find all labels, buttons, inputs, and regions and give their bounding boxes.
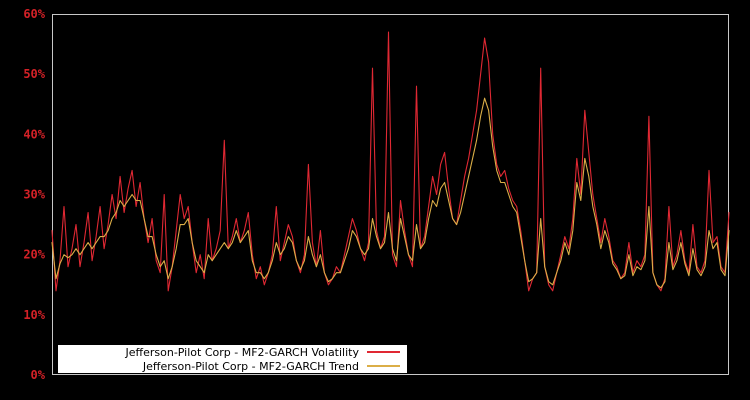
legend-label-volatility: Jefferson-Pilot Corp - MF2-GARCH Volatil… xyxy=(125,345,360,359)
legend-row-trend: Jefferson-Pilot Corp - MF2-GARCH Trend xyxy=(58,359,400,373)
trend-line xyxy=(51,97,730,289)
volatility-line xyxy=(51,31,730,292)
legend-line-trend-icon xyxy=(367,365,400,367)
plot-border xyxy=(52,14,729,375)
y-tick-label: 30% xyxy=(23,188,45,202)
y-tick-label: 0% xyxy=(31,368,46,382)
y-tick-label: 20% xyxy=(23,248,45,262)
y-tick-label: 50% xyxy=(23,67,45,81)
y-tick-label: 40% xyxy=(23,127,45,141)
y-axis-labels: 0% 10% 20% 30% 40% 50% 60% xyxy=(23,7,45,382)
y-tick-label: 60% xyxy=(23,7,45,21)
legend-label-trend: Jefferson-Pilot Corp - MF2-GARCH Trend xyxy=(142,359,359,373)
legend: Jefferson-Pilot Corp - MF2-GARCH Volatil… xyxy=(58,345,407,373)
legend-row-volatility: Jefferson-Pilot Corp - MF2-GARCH Volatil… xyxy=(58,345,400,359)
legend-line-volatility-icon xyxy=(367,351,400,353)
y-tick-label: 10% xyxy=(23,308,45,322)
